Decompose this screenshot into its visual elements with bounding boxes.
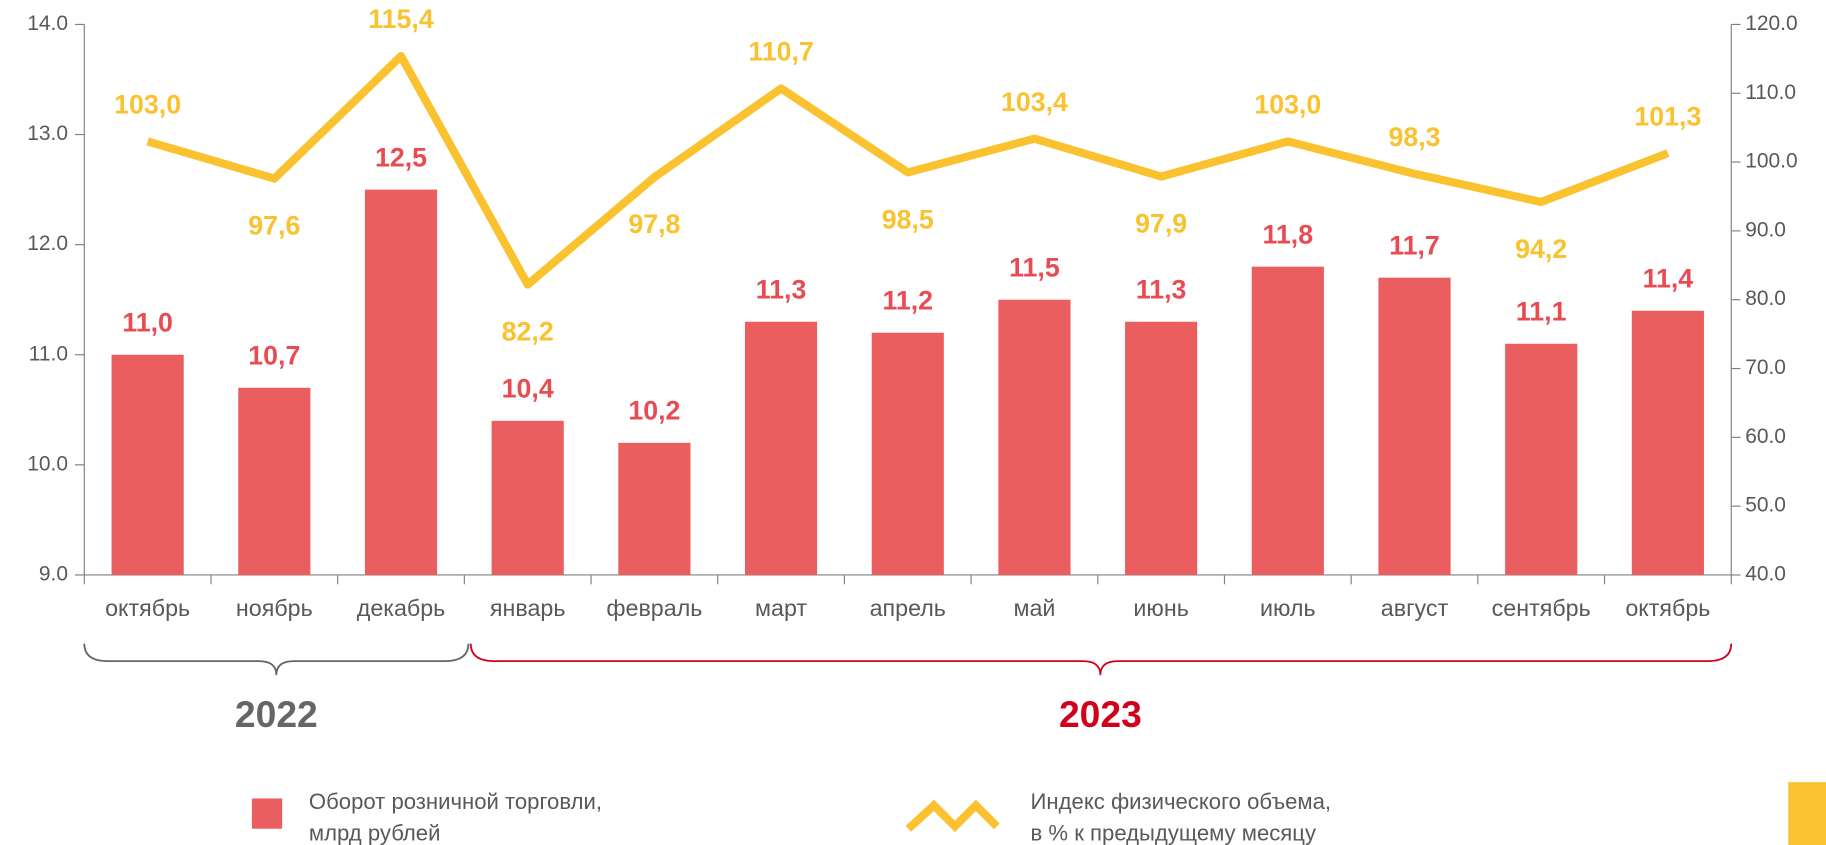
bracket-2023 [469, 643, 1733, 676]
bar-value-label: 10,4 [502, 374, 554, 404]
year-label: 2022 [235, 693, 318, 735]
x-tick-label: ноябрь [236, 595, 313, 621]
y2-tick-label: 60.0 [1745, 425, 1786, 448]
bar [364, 189, 438, 575]
bar [1125, 321, 1198, 575]
x-tick-label: сентябрь [1492, 595, 1591, 621]
bar [618, 442, 691, 575]
bar [1505, 343, 1578, 575]
y2-tick-label: 40.0 [1745, 563, 1786, 586]
y-tick-label: 11.0 [29, 342, 68, 365]
x-tick-label: май [1013, 595, 1055, 621]
line-value-label: 103,0 [114, 90, 181, 120]
bar-value-label: 11,2 [882, 286, 933, 316]
legend-line: Оборот розничной торговли, [309, 789, 602, 814]
x-tick-label: октябрь [1625, 595, 1710, 621]
line-value-label: 97,9 [1135, 208, 1187, 238]
legend-line: млрд рублей [309, 820, 441, 845]
bar [111, 354, 184, 575]
bar [238, 387, 311, 575]
line-value-label: 115,4 [368, 4, 434, 34]
legend-line: Индекс физического объема, [1031, 789, 1332, 814]
y-tick-label: 10.0 [27, 452, 68, 475]
line-value-label: 97,8 [628, 209, 680, 239]
x-tick-label: январь [490, 595, 566, 621]
bar-value-label: 11,4 [1643, 264, 1694, 294]
line-value-label: 98,5 [882, 204, 934, 234]
bar-value-label: 11,5 [1009, 253, 1060, 283]
y2-tick-label: 80.0 [1745, 287, 1786, 310]
bar [491, 420, 564, 575]
bracket-2022 [83, 643, 470, 676]
y2-tick-label: 70.0 [1745, 356, 1786, 379]
y-tick-label: 13.0 [27, 122, 68, 145]
bar [1631, 310, 1704, 575]
bar-value-label: 11,0 [122, 308, 173, 338]
x-tick-label: декабрь [357, 595, 446, 621]
x-tick-label: октябрь [105, 595, 190, 621]
line-value-label: 110,7 [748, 37, 813, 67]
bar-value-label: 10,7 [248, 341, 300, 371]
line-value-label: 103,4 [1001, 87, 1068, 117]
line-value-label: 94,2 [1515, 234, 1567, 264]
x-tick-label: август [1381, 595, 1449, 621]
x-tick-label: июль [1260, 595, 1316, 621]
bar-value-label: 12,5 [375, 142, 427, 172]
x-tick-label: февраль [606, 595, 702, 621]
bar-value-label: 11,3 [1136, 275, 1187, 305]
bar-value-label: 11,8 [1263, 219, 1314, 249]
line-value-label: 101,3 [1634, 101, 1701, 131]
legend-swatch [251, 798, 283, 829]
x-tick-label: апрель [870, 595, 946, 621]
line-value-label: 103,0 [1254, 90, 1321, 120]
bar [1378, 277, 1451, 575]
bar [998, 299, 1071, 575]
y2-tick-label: 110.0 [1745, 81, 1796, 104]
line-value-label: 98,3 [1388, 122, 1440, 152]
y-tick-label: 14.0 [27, 12, 68, 35]
line-value-label: 97,6 [248, 211, 300, 241]
y2-tick-label: 100.0 [1745, 150, 1797, 173]
year-label: 2023 [1059, 693, 1142, 735]
line [146, 52, 1670, 289]
bar [1251, 266, 1324, 575]
bar-value-label: 11,7 [1389, 230, 1440, 260]
legend-swatch [905, 799, 1000, 833]
y2-tick-label: 50.0 [1745, 494, 1786, 517]
y2-tick-label: 120.0 [1745, 12, 1797, 35]
y-tick-label: 9.0 [39, 563, 68, 586]
line-value-label: 82,2 [502, 317, 554, 347]
bar [744, 321, 818, 575]
bar-value-label: 10,2 [628, 396, 680, 426]
legend-line: в % к предыдущему месяцу [1031, 820, 1317, 845]
legend-label: Оборот розничной торговли, млрд рублей [309, 789, 602, 845]
x-tick-label: март [755, 595, 807, 621]
corner-badge [1788, 782, 1826, 845]
y-tick-label: 12.0 [27, 232, 68, 255]
bar-value-label: 11,1 [1516, 297, 1567, 327]
bar-value-label: 11,3 [756, 275, 807, 305]
legend-label: Индекс физического объема, в % к предыдущ… [1031, 789, 1332, 845]
y2-tick-label: 90.0 [1745, 218, 1786, 241]
bar [871, 332, 944, 575]
x-tick-label: июнь [1133, 595, 1188, 621]
